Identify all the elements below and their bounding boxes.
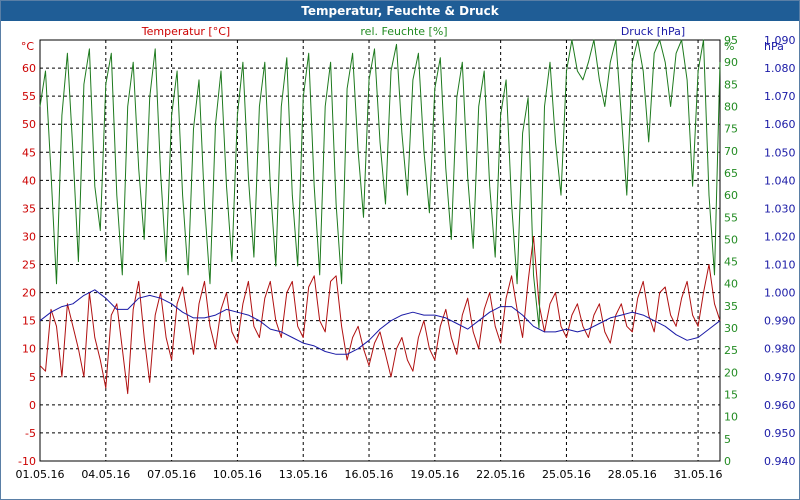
right2-tick-label: 1.080 xyxy=(764,62,796,75)
x-tick-label: 31.05.16 xyxy=(674,468,723,481)
right1-tick-label: 20 xyxy=(724,366,738,379)
left-tick-label: 20 xyxy=(22,287,36,300)
right2-tick-label: 0.960 xyxy=(764,399,796,412)
left-tick-label: 5 xyxy=(29,371,36,384)
left-tick-label: 50 xyxy=(22,118,36,131)
humidity-line xyxy=(39,39,721,329)
x-tick-label: 16.05.16 xyxy=(345,468,394,481)
right2-tick-label: 1.060 xyxy=(764,118,796,131)
x-tick-label: 10.05.16 xyxy=(213,468,262,481)
right2-tick-label: 0.970 xyxy=(764,371,796,384)
right1-tick-label: 45 xyxy=(724,256,738,269)
left-tick-label: 25 xyxy=(22,259,36,272)
legend-humidity: rel. Feuchte [%] xyxy=(360,25,447,38)
right1-tick-label: 30 xyxy=(724,322,738,335)
plot-area xyxy=(39,39,721,462)
left-tick-label: 45 xyxy=(22,146,36,159)
right1-tick-label: 55 xyxy=(724,211,738,224)
right2-tick-label: 0.950 xyxy=(764,427,796,440)
left-axis-unit: °C xyxy=(21,40,35,53)
right2-tick-label: 1.020 xyxy=(764,230,796,243)
left-tick-label: 60 xyxy=(22,62,36,75)
temperature-line xyxy=(39,236,721,395)
x-tick-label: 25.05.16 xyxy=(542,468,591,481)
right1-tick-label: 10 xyxy=(724,411,738,424)
x-tick-label: 28.05.16 xyxy=(608,468,657,481)
left-tick-label: 10 xyxy=(22,343,36,356)
right2-tick-label: 1.090 xyxy=(764,34,796,47)
right2-tick-label: 1.010 xyxy=(764,259,796,272)
left-tick-label: 35 xyxy=(22,202,36,215)
right1-tick-label: 65 xyxy=(724,167,738,180)
left-tick-label: 15 xyxy=(22,315,36,328)
right1-tick-label: 75 xyxy=(724,123,738,136)
left-tick-label: 30 xyxy=(22,230,36,243)
right2-tick-label: 1.000 xyxy=(764,287,796,300)
left-tick-label: 0 xyxy=(29,399,36,412)
right1-tick-label: 60 xyxy=(724,189,738,202)
right1-tick-label: 0 xyxy=(724,455,731,468)
x-tick-label: 22.05.16 xyxy=(476,468,525,481)
legend-pressure: Druck [hPa] xyxy=(621,25,685,38)
right2-tick-label: 1.040 xyxy=(764,174,796,187)
right2-tick-label: 1.070 xyxy=(764,90,796,103)
left-tick-label: -10 xyxy=(18,455,36,468)
right1-tick-label: 25 xyxy=(724,344,738,357)
right2-tick-label: 0.940 xyxy=(764,455,796,468)
right2-tick-label: 1.030 xyxy=(764,202,796,215)
x-tick-label: 07.05.16 xyxy=(147,468,196,481)
right2-axis-unit: hPa xyxy=(764,40,784,53)
pressure-line xyxy=(39,289,721,355)
left-tick-label: 55 xyxy=(22,90,36,103)
x-tick-label: 19.05.16 xyxy=(410,468,459,481)
x-tick-label: 01.05.16 xyxy=(16,468,65,481)
right1-tick-label: 80 xyxy=(724,100,738,113)
x-tick-label: 04.05.16 xyxy=(81,468,130,481)
right1-axis-unit: % xyxy=(724,40,734,53)
x-tick-label: 13.05.16 xyxy=(279,468,328,481)
right1-tick-label: 5 xyxy=(724,433,731,446)
right1-tick-label: 85 xyxy=(724,78,738,91)
right1-tick-label: 40 xyxy=(724,278,738,291)
right2-tick-label: 0.980 xyxy=(764,343,796,356)
left-tick-label: -5 xyxy=(25,427,36,440)
right2-tick-label: 1.050 xyxy=(764,146,796,159)
right1-tick-label: 15 xyxy=(724,389,738,402)
right1-tick-label: 50 xyxy=(724,233,738,246)
chart-title: Temperatur, Feuchte & Druck xyxy=(1,1,799,21)
left-tick-label: 40 xyxy=(22,174,36,187)
right1-tick-label: 70 xyxy=(724,145,738,158)
right1-tick-label: 35 xyxy=(724,300,738,313)
right1-tick-label: 95 xyxy=(724,34,738,47)
right2-tick-label: 0.990 xyxy=(764,315,796,328)
right1-tick-label: 90 xyxy=(724,56,738,69)
legend-temperature: Temperatur [°C] xyxy=(141,25,230,38)
